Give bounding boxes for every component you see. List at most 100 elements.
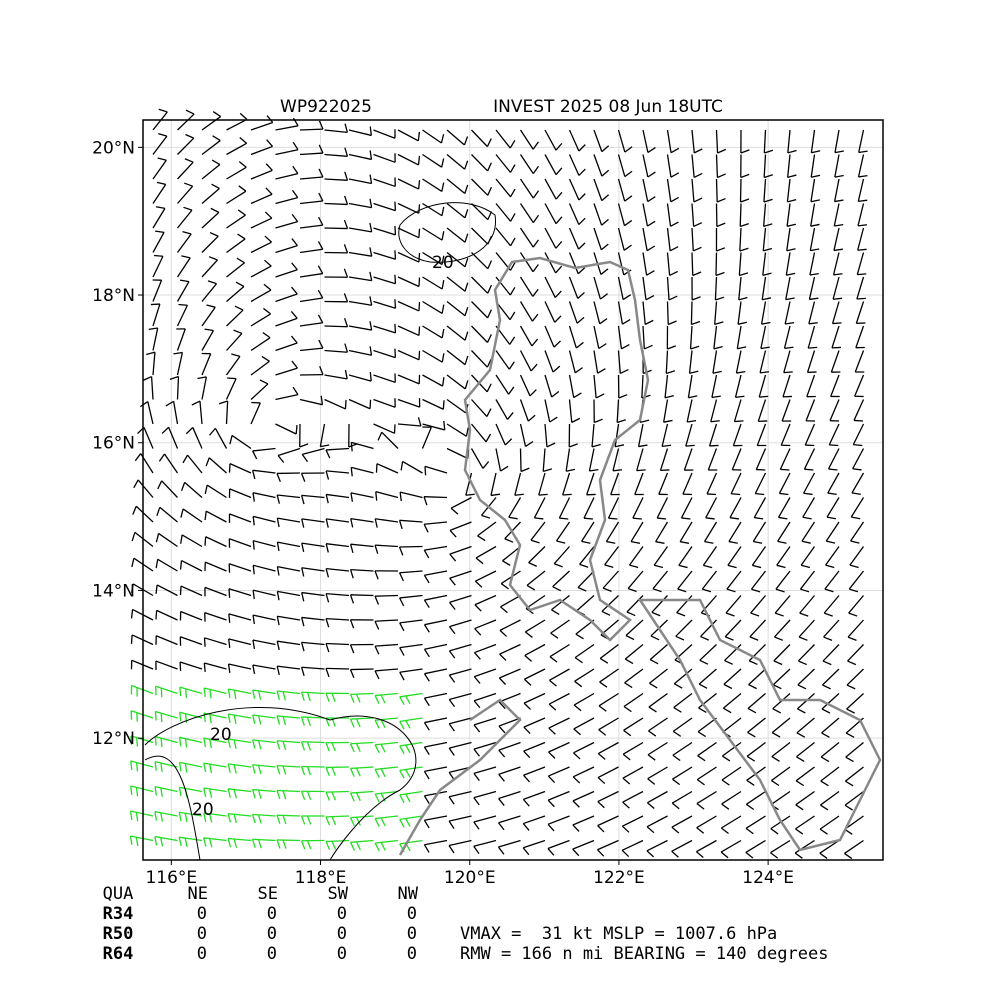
wind-barb: [422, 349, 443, 363]
wind-barb: [846, 668, 864, 686]
wind-barb: [595, 393, 605, 399]
wind-barb: [572, 848, 580, 857]
wind-barb: [809, 297, 819, 301]
wind-barb: [350, 492, 354, 502]
wind-barb: [739, 227, 742, 252]
wind-barb: [574, 680, 583, 688]
wind-barb: [549, 679, 557, 687]
wind-barb: [714, 301, 718, 325]
wind-barb: [647, 147, 656, 154]
wind-barb: [648, 706, 657, 713]
wind-barb: [201, 283, 218, 302]
wind-barb: [749, 619, 766, 638]
wind-barb: [764, 149, 774, 154]
wind-barb: [597, 368, 606, 374]
wind-barb: [647, 220, 656, 227]
wind-barb: [225, 355, 241, 376]
wind-barb: [498, 790, 521, 800]
wind-barb: [572, 824, 580, 832]
wind-barb: [204, 586, 227, 597]
wind-barb: [203, 737, 227, 744]
wind-barb: [625, 634, 635, 641]
wind-barb: [568, 276, 579, 299]
wind-barb: [446, 154, 466, 170]
wind-barb: [849, 564, 859, 569]
wind-barb: [233, 714, 237, 725]
wind-barb: [318, 339, 324, 349]
table-header: NW: [398, 884, 419, 904]
wind-barb: [180, 279, 190, 283]
wind-barb: [571, 417, 581, 423]
wind-barb: [473, 700, 481, 709]
wind-barb: [538, 493, 548, 496]
wind-barb: [263, 307, 271, 315]
wind-barb: [450, 496, 472, 509]
wind-barb: [624, 170, 633, 178]
wind-barb: [470, 423, 487, 443]
wind-barb: [325, 790, 350, 793]
wind-barb: [532, 214, 540, 223]
wind-barb: [642, 129, 649, 153]
wind-barb: [471, 178, 489, 196]
wind-barb: [531, 338, 539, 347]
wind-barb: [201, 116, 222, 131]
wind-barb: [473, 692, 497, 702]
wind-barb: [205, 510, 227, 523]
wind-barb: [261, 355, 270, 362]
wind-barb: [543, 468, 553, 473]
wind-barb: [301, 518, 325, 523]
wind-barb: [666, 370, 676, 375]
wind-barb: [727, 546, 742, 566]
wind-barb: [209, 714, 212, 724]
wind-barb: [578, 193, 586, 201]
wind-barb: [819, 815, 840, 830]
wind-barb: [624, 146, 633, 153]
wind-barb: [857, 273, 867, 276]
wind-barb: [226, 332, 243, 351]
wind-barb: [441, 328, 445, 339]
wind-barb: [726, 570, 742, 590]
wind-barb: [556, 540, 566, 544]
wind-barb: [343, 318, 349, 327]
wind-barb: [290, 335, 298, 344]
wind-barb: [851, 472, 865, 494]
wind-barb: [373, 325, 396, 334]
wind-barb: [178, 837, 182, 847]
wind-barb: [350, 442, 353, 452]
wind-barb: [209, 689, 212, 699]
wind-barb: [810, 223, 820, 227]
wind-barb: [697, 717, 717, 733]
wind-barb: [203, 787, 207, 797]
wind-barb: [201, 306, 216, 327]
wind-barb: [374, 719, 380, 729]
wind-barb: [201, 164, 221, 180]
wind-barb: [487, 260, 493, 269]
wind-barb: [277, 494, 301, 499]
wind-barb: [844, 852, 853, 860]
wind-barb: [131, 684, 154, 695]
wind-barb: [208, 256, 218, 261]
wind-barb: [155, 533, 160, 543]
wind-barb: [299, 322, 323, 327]
wind-barb: [698, 692, 717, 709]
wind-barb: [276, 641, 280, 651]
wind-barb: [300, 642, 305, 652]
wind-barb: [593, 350, 599, 374]
wind-barb: [834, 223, 844, 227]
wind-barb: [716, 222, 726, 228]
wind-barb: [713, 325, 718, 349]
wind-barb: [422, 227, 443, 241]
wind-barb: [441, 255, 445, 265]
wind-barb: [227, 813, 232, 823]
wind-barb: [206, 484, 227, 499]
wind-barb: [755, 492, 765, 496]
wind-barb: [233, 814, 238, 824]
wind-barb: [331, 742, 336, 752]
wind-barb: [130, 609, 134, 619]
wind-barb: [348, 153, 372, 161]
wind-barb: [525, 594, 546, 610]
wind-barb: [845, 780, 854, 787]
wind-barb: [204, 662, 227, 670]
wind-barb: [179, 686, 203, 695]
wind-barb: [282, 790, 287, 800]
